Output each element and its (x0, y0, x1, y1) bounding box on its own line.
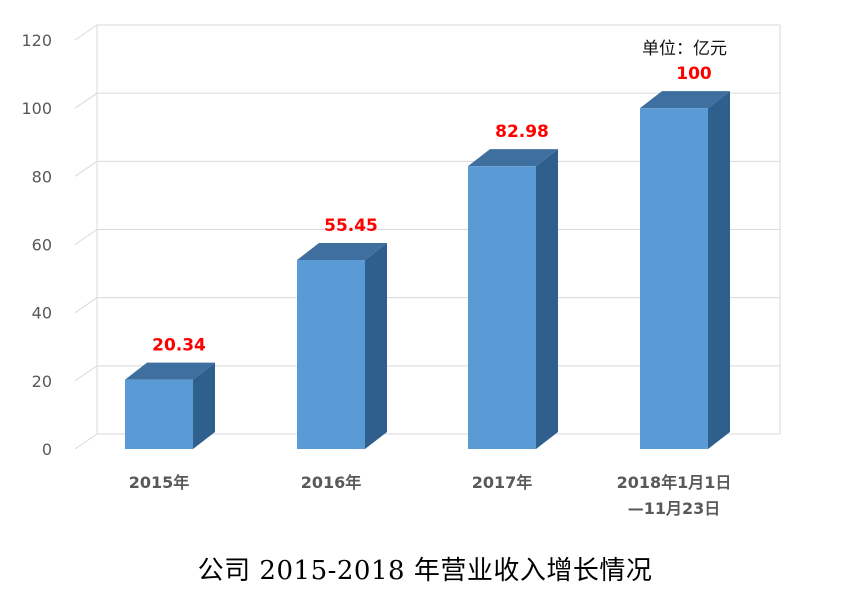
bar-top (640, 91, 730, 109)
bar-side (536, 149, 558, 449)
bar-top (297, 243, 387, 261)
bar (125, 379, 193, 449)
bar-top (468, 149, 558, 167)
gridline (74, 24, 780, 41)
data-label: 20.34 (152, 336, 206, 356)
data-label: 82.98 (495, 122, 549, 142)
y-tick-label: 0 (42, 440, 52, 459)
x-tick-label: —11月23日 (628, 499, 721, 518)
y-tick-label: 60 (32, 236, 52, 255)
x-tick-label: 2017年 (472, 473, 533, 492)
unit-label: 单位：亿元 (642, 39, 727, 59)
bars (125, 91, 730, 450)
bar (468, 166, 536, 449)
bar-side (365, 243, 387, 449)
bar-side (193, 362, 215, 449)
value-labels: 20.34 55.45 82.98 100 (152, 64, 712, 356)
bar-side (708, 91, 730, 450)
x-tick-label: 2018年1月1日 (617, 473, 732, 492)
data-label: 55.45 (324, 216, 378, 236)
chart-title: 公司 2015-2018 年营业收入增长情况 (197, 556, 653, 586)
y-tick-label: 20 (32, 372, 52, 391)
x-tick-label: 2016年 (301, 473, 362, 492)
gridline (74, 92, 780, 109)
bar-top (125, 362, 215, 380)
bar (640, 108, 708, 450)
gridlines (74, 24, 781, 450)
x-tick-label: 2015年 (129, 473, 190, 492)
y-axis-ticks: 0 20 40 60 80 100 120 (21, 31, 52, 459)
y-tick-label: 120 (21, 31, 52, 50)
y-tick-label: 40 (32, 304, 52, 323)
y-tick-label: 100 (21, 99, 52, 118)
data-label: 100 (676, 64, 712, 84)
y-tick-label: 80 (32, 167, 52, 186)
bar (297, 260, 365, 449)
x-axis-labels: 2015年 2016年 2017年 2018年1月1日 —11月23日 (129, 473, 732, 518)
